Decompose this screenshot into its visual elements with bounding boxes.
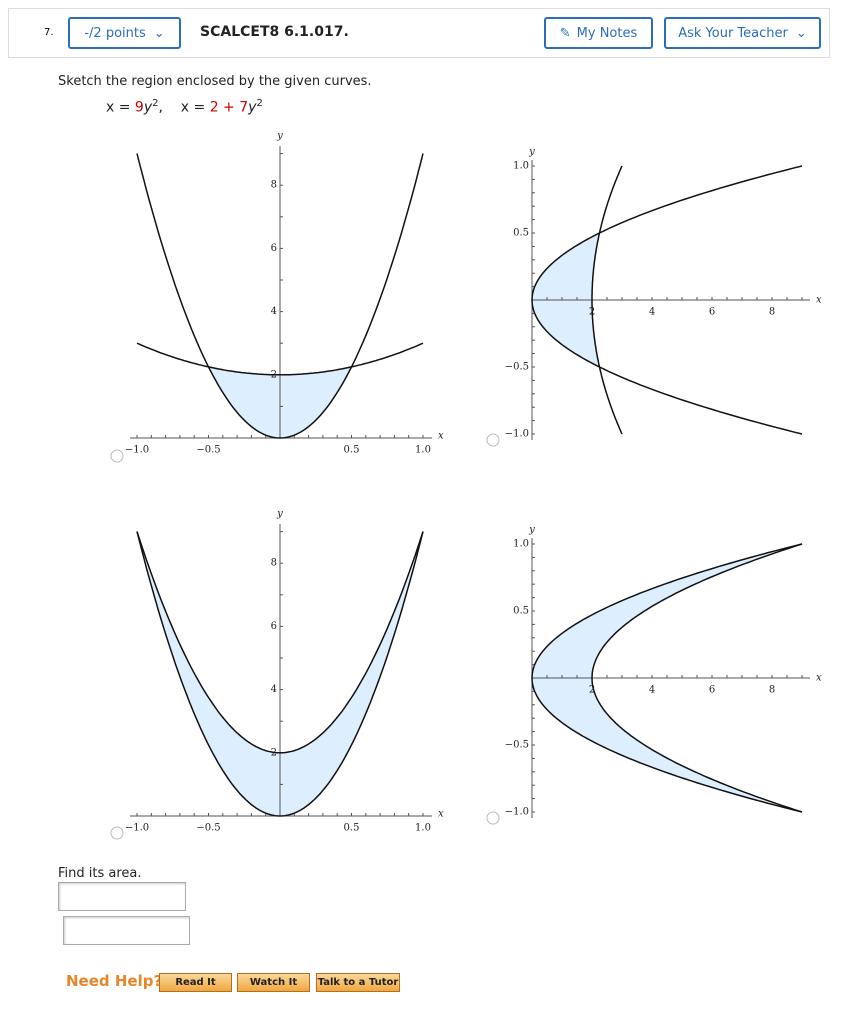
curve [531, 543, 803, 813]
x-tick-label: 0.5 [344, 823, 360, 834]
chevron: ⌄ [795, 25, 807, 41]
points-label: -/2 points [84, 25, 146, 41]
x-tick-label: −1.0 [125, 445, 149, 456]
x-tick-label: 6 [709, 685, 715, 696]
ask-teacher-label: Ask Your Teacher [678, 25, 788, 41]
option-radio[interactable] [110, 449, 124, 463]
x-tick-label: 2 [589, 685, 595, 696]
x-tick-label: 8 [769, 685, 775, 696]
equation: x = 9y2, x = 2 + 7y2 [106, 98, 263, 116]
x-axis-label: x [438, 809, 444, 820]
y-tick-label: 4 [271, 684, 277, 695]
y-tick-label: 8 [271, 558, 277, 569]
prompt: Sketch the region enclosed by the given … [58, 74, 372, 89]
x-tick-label: −1.0 [125, 823, 149, 834]
y-tick-label: −0.5 [505, 362, 529, 373]
my-notes-button[interactable]: ✎ My Notes [544, 17, 653, 49]
unit-input[interactable] [63, 916, 190, 945]
x-tick-label: −0.5 [196, 823, 220, 834]
x-tick-label: 4 [649, 685, 655, 696]
y-tick-label: 1.0 [513, 539, 529, 550]
curve [136, 531, 424, 754]
watch-it-button[interactable]: Watch It [237, 973, 310, 992]
x-tick-label: −0.5 [196, 445, 220, 456]
y-tick-label: 0.5 [513, 606, 529, 617]
y-axis-label: y [276, 131, 283, 142]
y-tick-label: −1.0 [505, 429, 529, 440]
equation-part: 9 [134, 99, 144, 116]
header-bar [8, 8, 830, 58]
y-tick-label: 1.0 [513, 161, 529, 172]
curve [591, 543, 803, 813]
curve [591, 165, 623, 435]
my-notes-label: My Notes [576, 25, 638, 41]
y-tick-label: 6 [271, 243, 277, 254]
y-axis-label: y [276, 509, 283, 520]
equation-part: y [248, 99, 257, 116]
equation-part: y [143, 99, 153, 116]
x-axis-label: x [816, 295, 822, 306]
x-tick-label: 6 [709, 307, 715, 318]
equation-part: 2 + 7 [209, 99, 249, 116]
y-axis-label: y [528, 525, 535, 536]
answer-input[interactable] [58, 882, 186, 911]
need-help: Need Help? [66, 972, 163, 990]
area-prompt: Find its area. [58, 866, 142, 881]
curve [531, 165, 803, 435]
option-radio[interactable] [110, 826, 124, 840]
option-radio[interactable] [486, 433, 500, 447]
points-dropdown[interactable]: -/2 points ⌄ [68, 17, 181, 49]
question-number: 7. [44, 27, 54, 38]
equation-part: , x = [158, 99, 210, 116]
y-tick-label: −0.5 [505, 740, 529, 751]
equation-part: 2 [256, 98, 263, 109]
equation-part: 2 [152, 98, 159, 109]
y-tick-label: 6 [271, 621, 277, 632]
tutor-button[interactable]: Talk to a Tutor [316, 973, 400, 992]
y-tick-label: −1.0 [505, 807, 529, 818]
curve [136, 153, 424, 439]
notes-icon: ✎ [559, 25, 571, 41]
ask-teacher-button[interactable]: Ask Your Teacher ⌄ [664, 17, 821, 49]
y-axis-label: y [528, 147, 535, 158]
option-radio[interactable] [486, 811, 500, 825]
y-tick-label: 4 [271, 306, 277, 317]
curve [136, 342, 424, 376]
x-tick-label: 0.5 [344, 445, 360, 456]
y-tick-label: 0.5 [513, 228, 529, 239]
read-it-button[interactable]: Read It [159, 973, 232, 992]
chevron: ⌄ [153, 25, 165, 41]
x-tick-label: 1.0 [415, 823, 431, 834]
curve [136, 531, 424, 817]
equation-part: x = [106, 99, 135, 116]
x-tick-label: 8 [769, 307, 775, 318]
x-axis-label: x [438, 431, 444, 442]
y-tick-label: 8 [271, 180, 277, 191]
question-code: SCALCET8 6.1.017. [200, 24, 349, 40]
x-tick-label: 4 [649, 307, 655, 318]
x-tick-label: 1.0 [415, 445, 431, 456]
x-axis-label: x [816, 673, 822, 684]
